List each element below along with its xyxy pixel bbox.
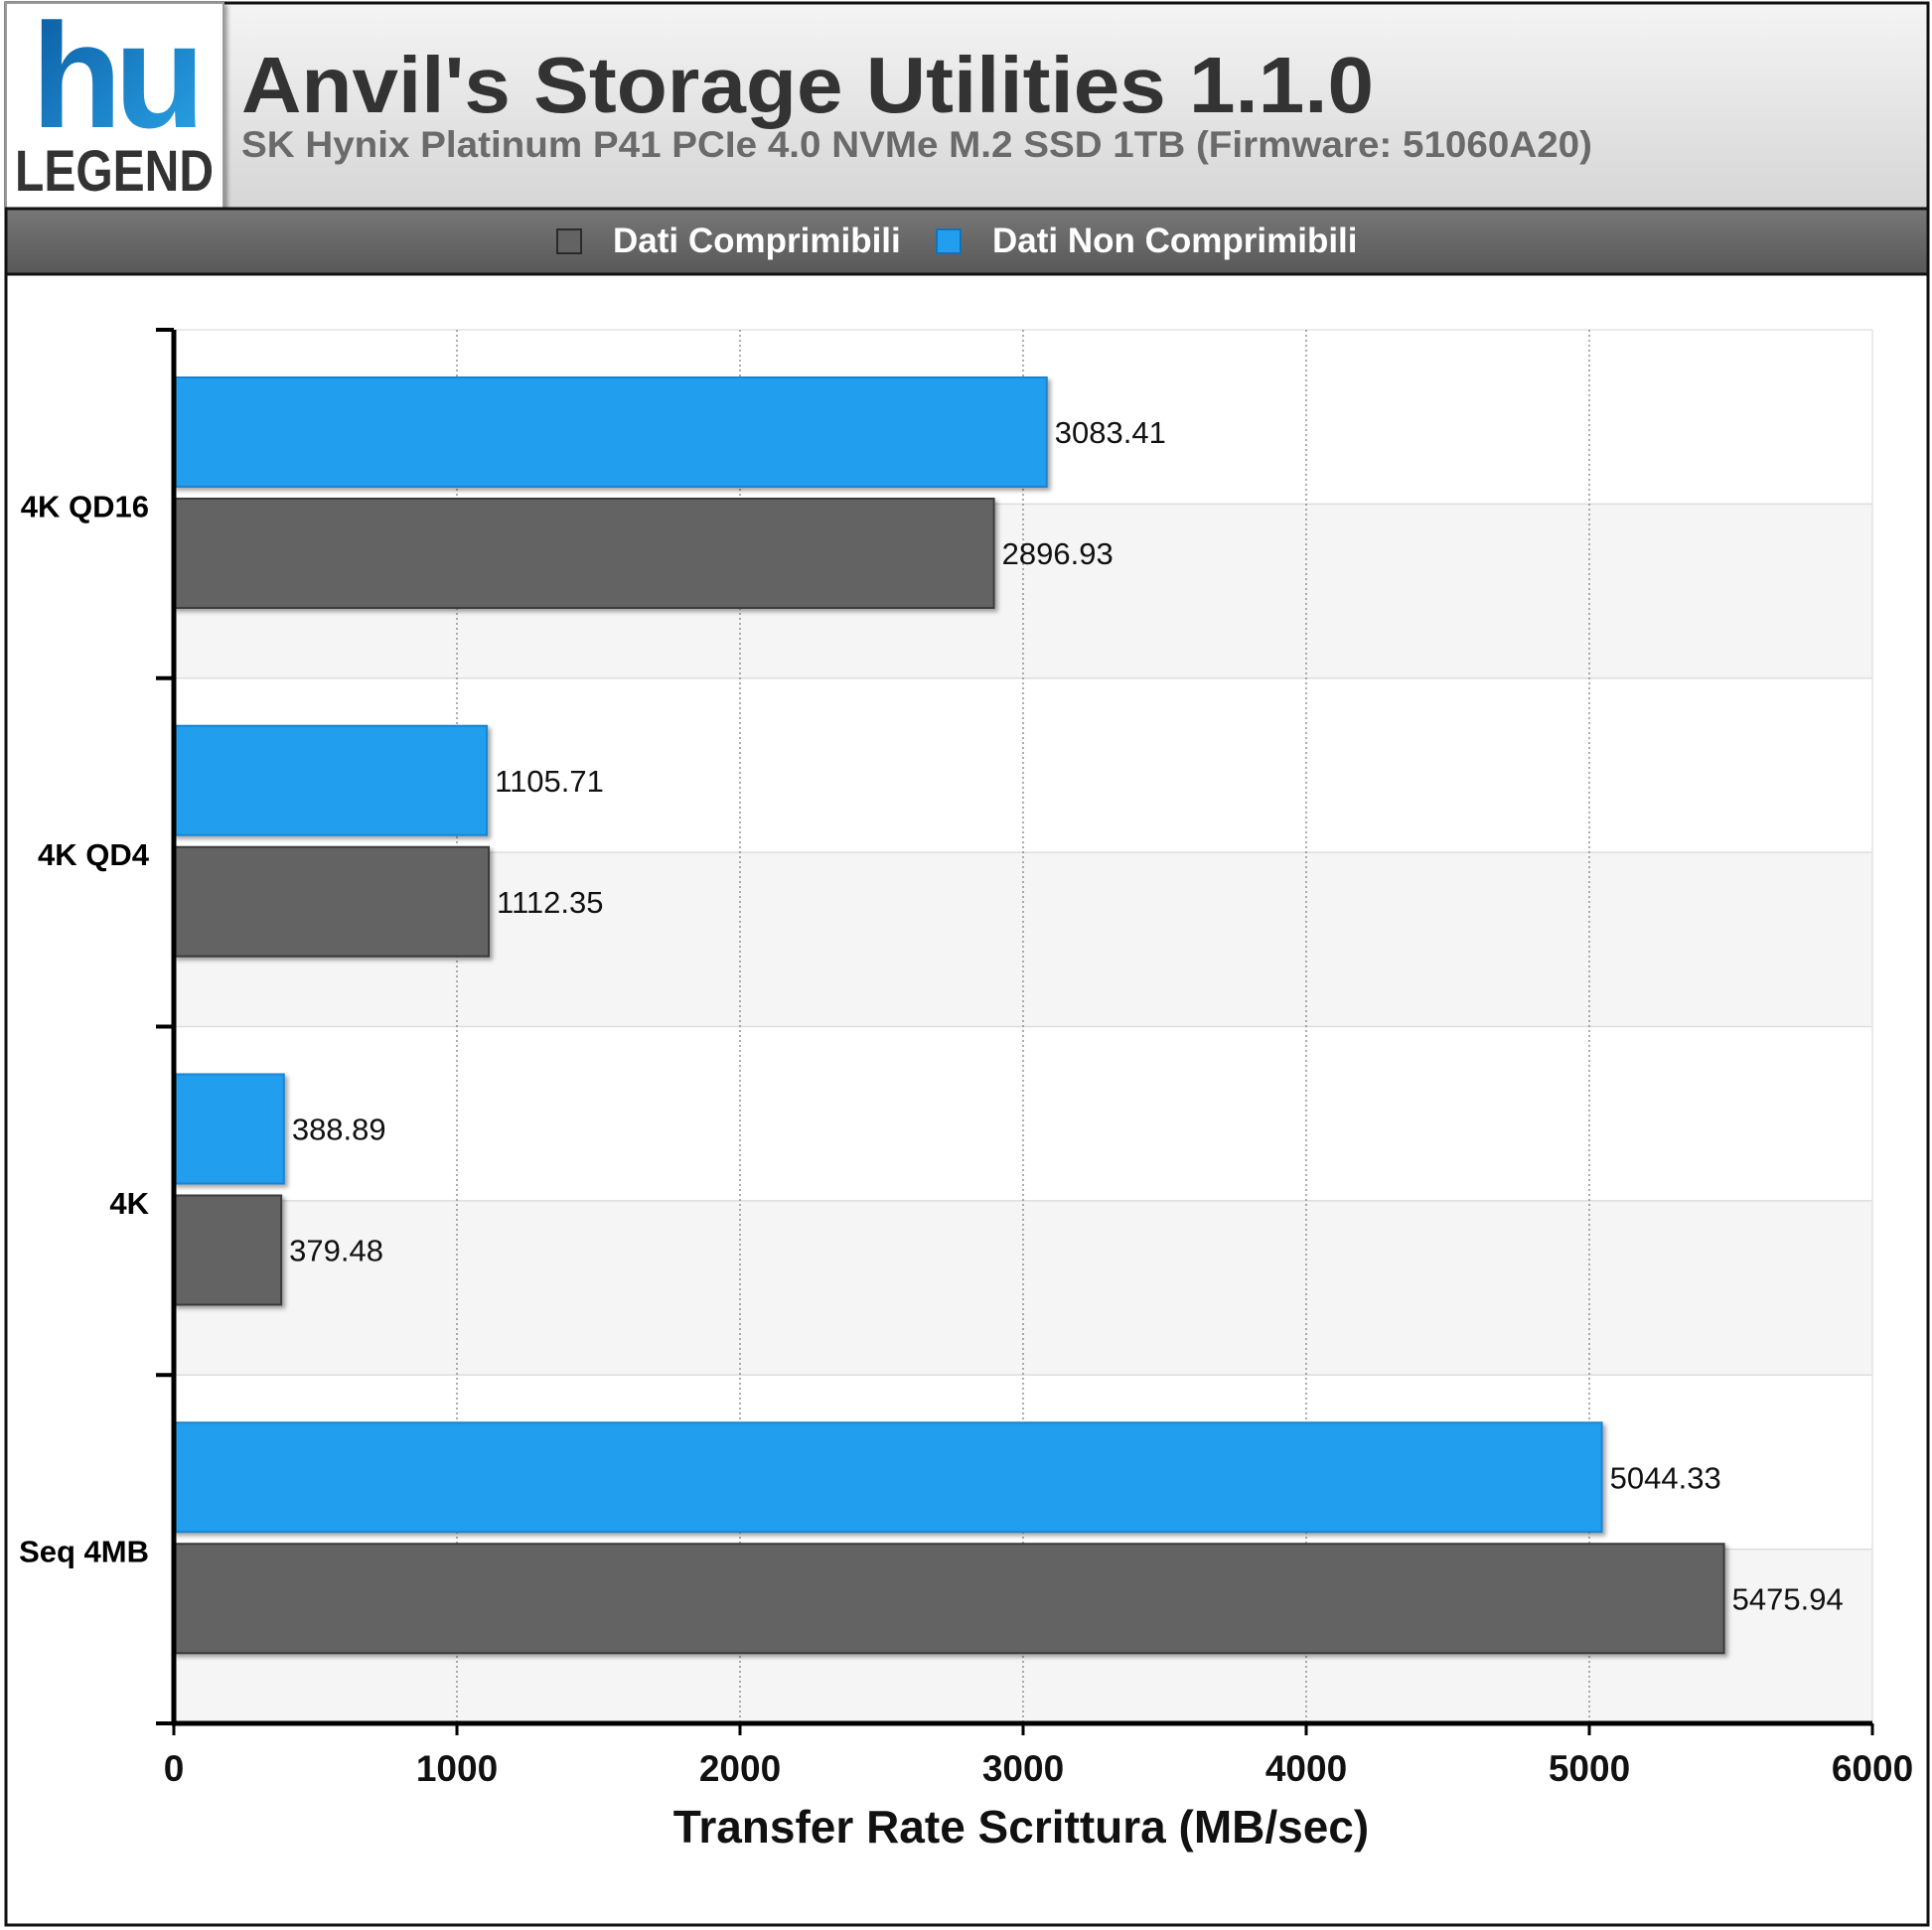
data-label-incompressible: 3083.41 [1055, 415, 1166, 450]
plot-grid [456, 330, 1590, 1723]
y-category-label: 4K [109, 1186, 149, 1221]
logo: hu LEGEND [5, 0, 224, 221]
x-tick-label: 1000 [416, 1748, 498, 1789]
legend-label-incompressible: Dati Non Comprimibili [992, 222, 1358, 260]
bar-compressible [173, 1543, 1725, 1655]
legend: Dati Comprimibili Dati Non Comprimibili [556, 222, 1358, 260]
legend-swatch-incompressible [936, 228, 962, 254]
bar-incompressible [173, 724, 489, 836]
legend-swatch-compressible [556, 228, 582, 254]
legend-bar [4, 207, 1930, 276]
data-label-incompressible: 1105.71 [495, 764, 604, 799]
bar-compressible [173, 498, 995, 609]
x-tick-label: 2000 [699, 1748, 781, 1789]
x-tick-label: 4000 [1265, 1748, 1347, 1789]
y-category-label: Seq 4MB [19, 1535, 149, 1569]
bar-incompressible [173, 1421, 1603, 1534]
bar-compressible [173, 845, 491, 958]
bar-compressible [173, 1194, 283, 1306]
data-label-compressible: 2896.93 [1002, 536, 1114, 571]
legend-item-incompressible: Dati Non Comprimibili [936, 222, 1358, 260]
chart-subtitle: SK Hynix Platinum P41 PCIe 4.0 NVMe M.2 … [241, 124, 1592, 165]
plot-axes: 0 1000 2000 3000 4000 5000 6000 4K QD16 4K QD4 4K… [19, 328, 1913, 1789]
data-label-incompressible: 388.89 [292, 1113, 386, 1147]
data-label-compressible: 5475.94 [1732, 1581, 1844, 1616]
legend-label-compressible: Dati Comprimibili [613, 222, 901, 260]
x-tick-label: 3000 [982, 1748, 1064, 1789]
y-category-label: 4K QD16 [21, 489, 149, 523]
data-label-compressible: 379.48 [289, 1234, 383, 1268]
chart-title: Anvil's Storage Utilities 1.1.0 [241, 41, 1374, 129]
logo-bottom-text: LEGEND [15, 139, 214, 204]
plot-bars: 3083.41 2896.93 1105.71 1112.35 388.89 379.48… [173, 376, 1844, 1655]
x-tick-label: 0 [164, 1748, 185, 1789]
logo-top-text: hu [31, 0, 197, 159]
bar-incompressible [173, 376, 1048, 488]
x-tick-label: 5000 [1549, 1748, 1630, 1789]
y-category-label: 4K QD4 [38, 837, 150, 872]
data-label-compressible: 1112.35 [497, 885, 603, 920]
x-axis-title: Transfer Rate Scrittura (MB/sec) [673, 1801, 1369, 1853]
header-background [4, 1, 1930, 211]
legend-item-compressible: Dati Comprimibili [556, 222, 901, 260]
x-tick-label: 6000 [1832, 1748, 1913, 1789]
bar-incompressible [173, 1073, 285, 1185]
data-label-incompressible: 5044.33 [1610, 1460, 1721, 1495]
